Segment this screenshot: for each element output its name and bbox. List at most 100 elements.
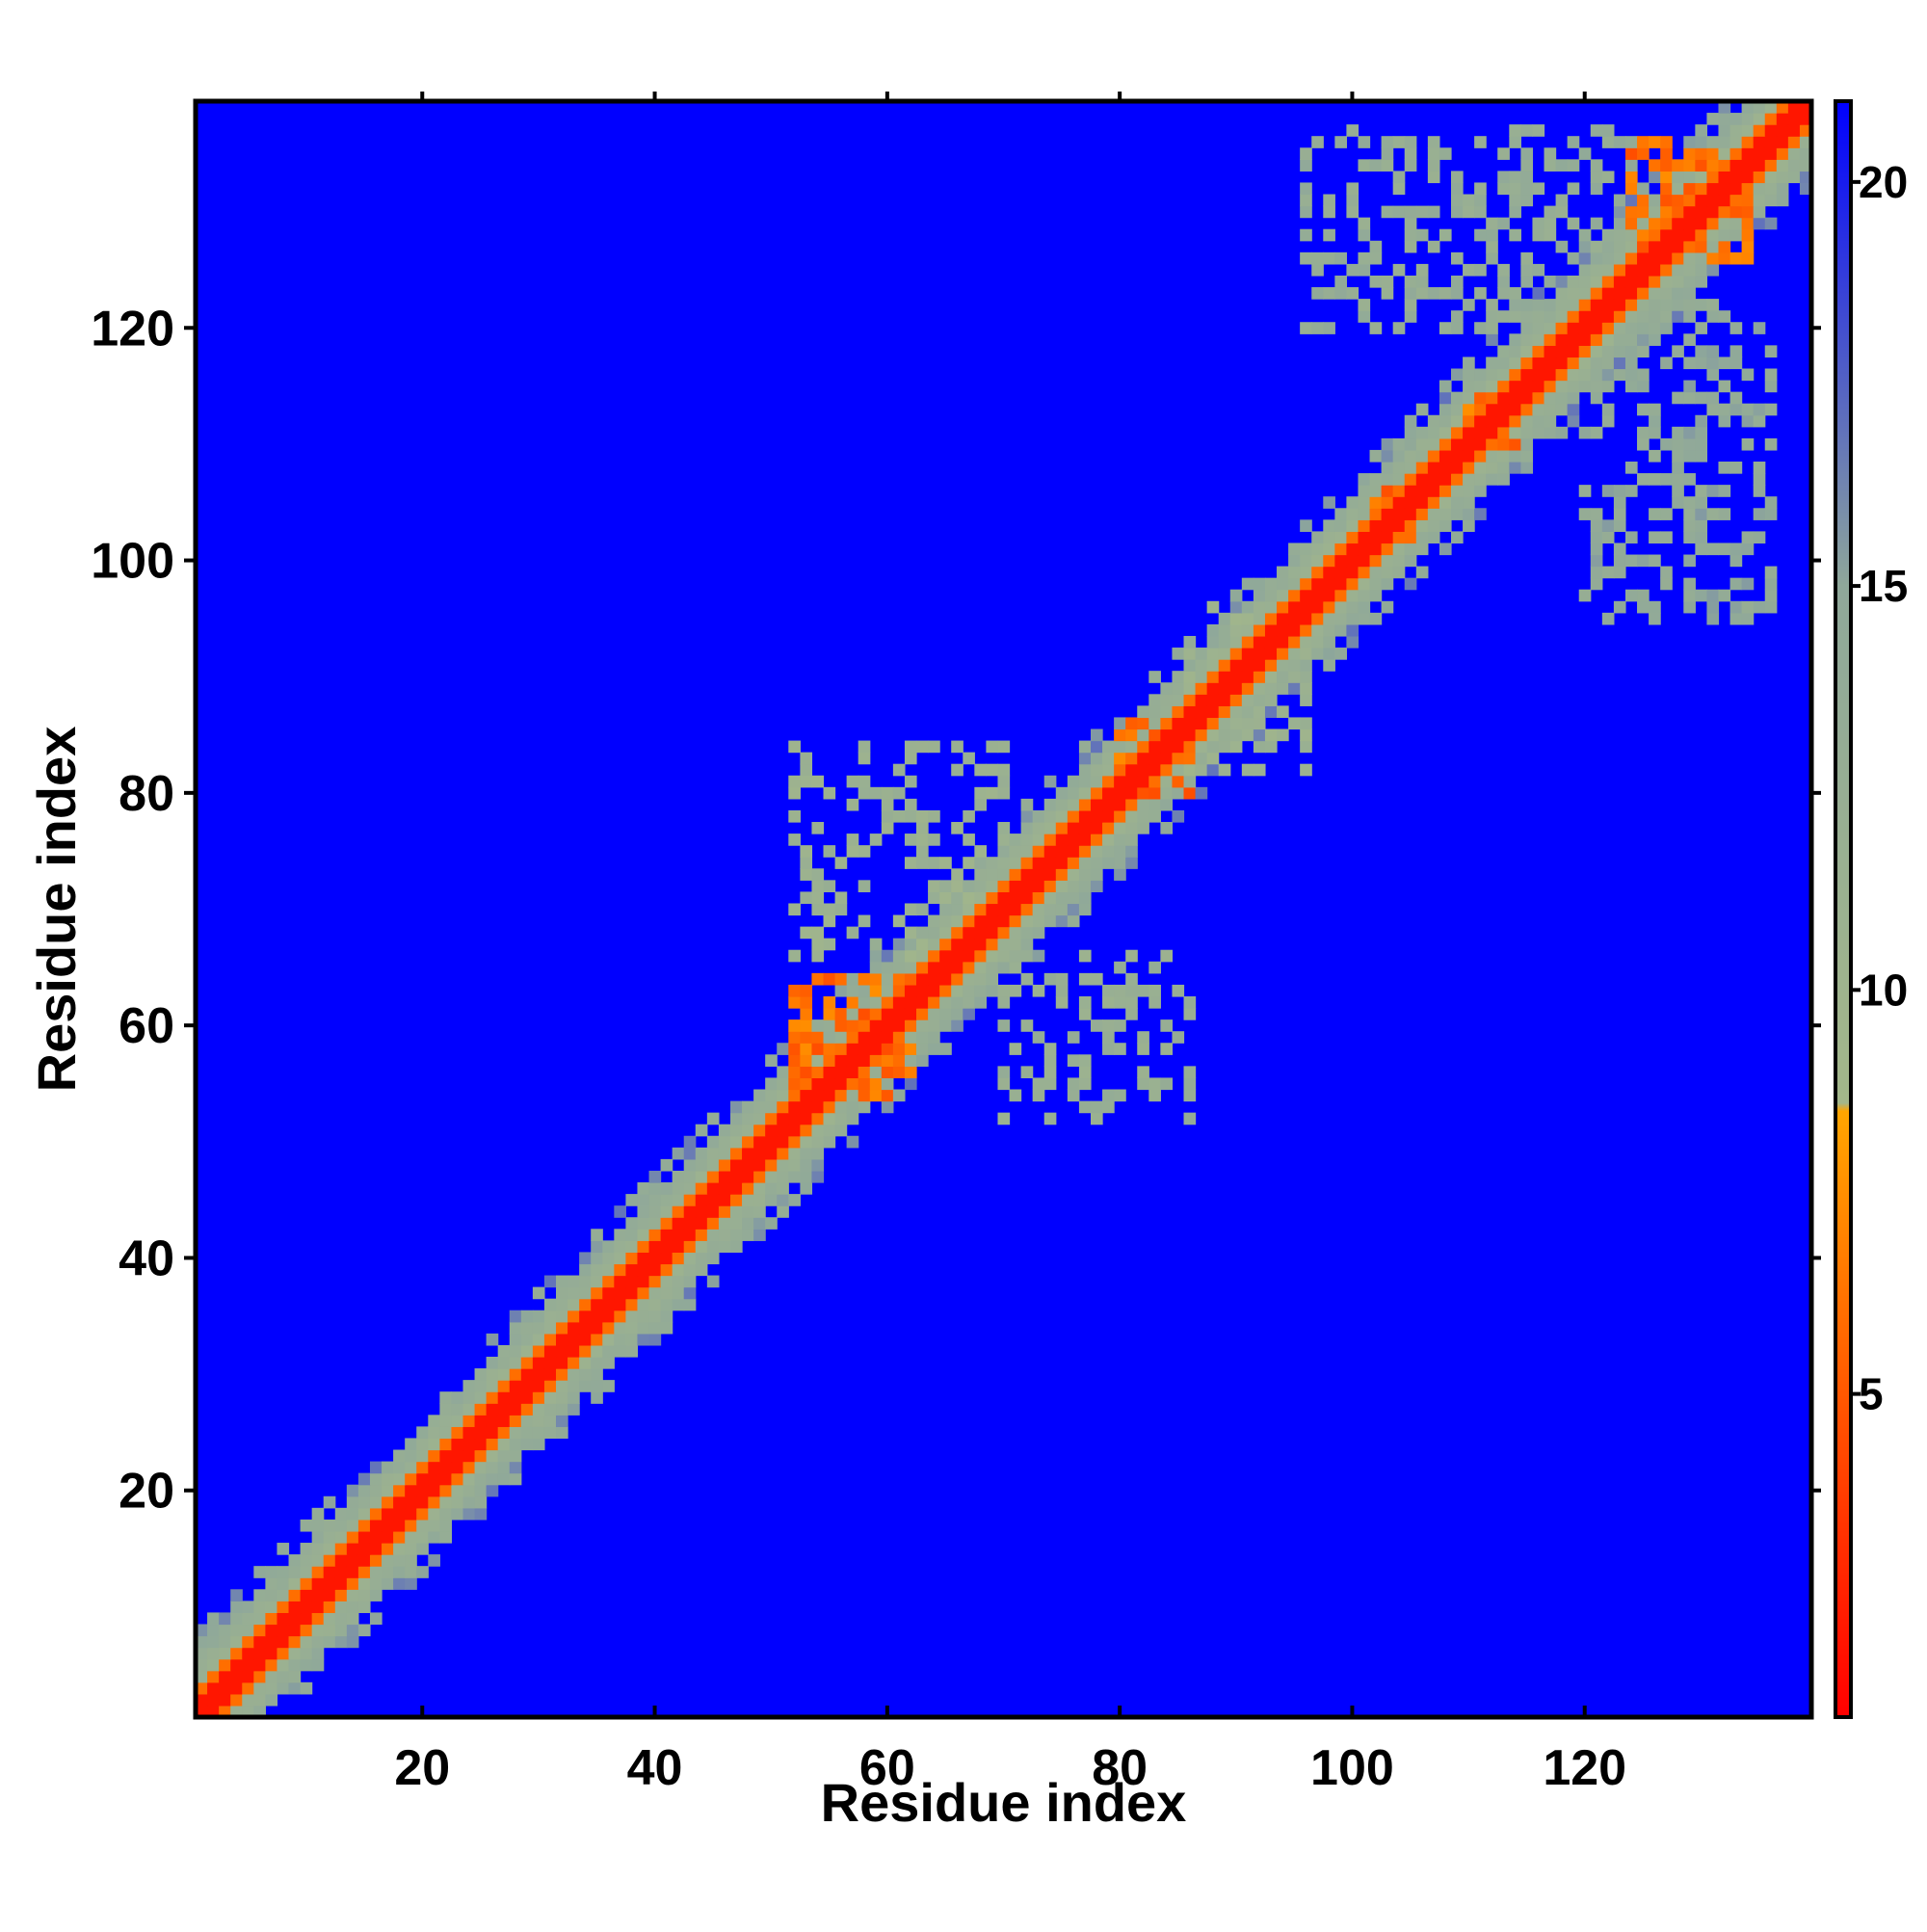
heatmap-cell <box>1183 728 1197 742</box>
heatmap-cell <box>892 949 906 963</box>
heatmap-cell <box>1590 124 1603 137</box>
heatmap-cell <box>1718 217 1731 230</box>
heatmap-cell <box>1706 345 1720 358</box>
heatmap-cell <box>1277 612 1289 625</box>
heatmap-cell <box>986 868 999 881</box>
heatmap-cell <box>928 938 940 951</box>
heatmap-cell <box>1090 775 1103 788</box>
heatmap-cell <box>1683 508 1696 520</box>
heatmap-cell <box>1601 485 1615 497</box>
heatmap-cell <box>543 1310 557 1323</box>
heatmap-cell <box>277 1624 290 1637</box>
heatmap-cell <box>1160 740 1174 754</box>
heatmap-cell <box>1043 809 1057 823</box>
heatmap-cell <box>729 1124 743 1137</box>
heatmap-cell <box>1450 322 1464 334</box>
heatmap-cell <box>520 1356 534 1369</box>
heatmap-cell <box>765 1054 778 1067</box>
heatmap-cell <box>1323 228 1335 242</box>
heatmap-cell <box>1613 543 1626 556</box>
heatmap-cell <box>928 880 940 892</box>
heatmap-cell <box>1114 857 1126 869</box>
heatmap-cell <box>1229 635 1243 648</box>
heatmap-cell <box>951 868 964 881</box>
heatmap-cell <box>997 868 1011 881</box>
heatmap-cell <box>1637 205 1650 219</box>
heatmap-cell <box>1776 124 1789 137</box>
heatmap-cell <box>1241 659 1254 672</box>
heatmap-cell <box>800 926 813 940</box>
heatmap-cell <box>230 1624 243 1637</box>
heatmap-cell <box>1137 705 1149 719</box>
heatmap-cell <box>1102 786 1115 800</box>
heatmap-cell <box>1125 809 1138 823</box>
heatmap-cell <box>1229 671 1243 683</box>
heatmap-cell <box>1637 182 1650 196</box>
heatmap-cell <box>1102 1043 1115 1055</box>
heatmap-cell <box>1695 543 1708 556</box>
heatmap-cell <box>393 1543 406 1555</box>
heatmap-cell <box>219 1658 231 1672</box>
heatmap-cell <box>1218 763 1231 777</box>
heatmap-cell <box>1706 600 1720 614</box>
heatmap-cell <box>1637 380 1650 393</box>
heatmap-cell <box>823 914 836 928</box>
heatmap-cell <box>1729 251 1743 265</box>
heatmap-cell <box>1148 786 1161 800</box>
heatmap-cell <box>1415 462 1429 474</box>
heatmap-cell <box>788 1089 801 1102</box>
heatmap-cell <box>462 1403 476 1416</box>
heatmap-cell <box>346 1601 359 1614</box>
heatmap-cell <box>939 903 952 916</box>
heatmap-cell <box>1369 577 1383 591</box>
heatmap-cell <box>300 1658 313 1672</box>
heatmap-cell <box>1206 763 1220 777</box>
heatmap-cell <box>311 1589 325 1601</box>
heatmap-cell <box>1009 1089 1022 1102</box>
heatmap-cell <box>1544 310 1557 323</box>
heatmap-cell <box>1567 299 1580 311</box>
heatmap-cell <box>660 1205 673 1218</box>
heatmap-cell <box>1009 845 1022 858</box>
heatmap-cell <box>265 1635 278 1649</box>
heatmap-cell <box>1764 600 1778 614</box>
heatmap-cell <box>1415 519 1429 532</box>
colorbar-tick-label: 5 <box>1859 1369 1884 1419</box>
heatmap-cell <box>1672 287 1684 300</box>
heatmap-cell <box>543 1275 557 1288</box>
heatmap-cell <box>916 740 929 754</box>
heatmap-cell <box>997 834 1011 846</box>
heatmap-cell <box>265 1612 278 1626</box>
heatmap-cell <box>1102 775 1115 788</box>
heatmap-cell <box>1672 310 1684 323</box>
heatmap-cell <box>288 1647 302 1660</box>
heatmap-cell <box>1532 228 1545 242</box>
heatmap-cell <box>939 1008 952 1020</box>
heatmap-cell <box>1311 600 1324 614</box>
heatmap-cell <box>1776 194 1789 207</box>
heatmap-cell <box>1300 577 1312 591</box>
heatmap-cell <box>614 1252 626 1265</box>
heatmap-cell <box>1706 251 1720 265</box>
heatmap-cell <box>625 1194 639 1206</box>
heatmap-cell <box>1683 171 1696 184</box>
heatmap-cell <box>1323 531 1335 544</box>
heatmap-cell <box>323 1519 336 1532</box>
heatmap-cell <box>1253 600 1266 614</box>
heatmap-cell <box>1683 136 1696 148</box>
heatmap-cell <box>1497 345 1510 358</box>
heatmap-cell <box>683 1240 697 1254</box>
heatmap-cell <box>1718 124 1731 137</box>
heatmap-cell <box>614 1310 626 1323</box>
heatmap-cell <box>1218 659 1231 672</box>
heatmap-cell <box>1624 287 1638 300</box>
heatmap-cell <box>788 1100 801 1114</box>
heatmap-cell <box>1043 1066 1057 1079</box>
heatmap-cell <box>765 1112 778 1125</box>
heatmap-cell <box>1229 600 1243 614</box>
heatmap-cell <box>1649 508 1661 520</box>
heatmap-cell <box>1486 333 1498 346</box>
heatmap-cell <box>277 1589 290 1601</box>
heatmap-cell <box>858 972 871 986</box>
heatmap-cell <box>1358 473 1371 486</box>
